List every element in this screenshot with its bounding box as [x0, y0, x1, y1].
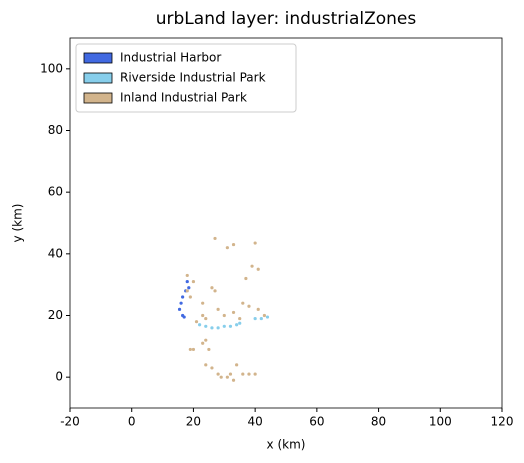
zone-point	[188, 295, 192, 299]
zone-point	[191, 347, 196, 352]
zone-point	[259, 316, 263, 321]
zone-point	[265, 315, 270, 319]
zone-point	[244, 276, 248, 281]
zone-point	[228, 324, 233, 328]
zone-point	[253, 372, 257, 376]
zone-point	[256, 267, 260, 271]
y-tick-label: 100	[40, 61, 63, 75]
zone-point	[187, 286, 191, 290]
x-tick-label: 0	[128, 415, 136, 429]
legend-swatch	[83, 72, 113, 84]
zone-point	[225, 246, 229, 250]
x-tick-label: 80	[371, 415, 386, 429]
zone-point	[219, 375, 223, 379]
chart-title: urbLand layer: industrialZones	[156, 9, 417, 29]
zone-point	[201, 313, 205, 318]
zone-point	[235, 363, 239, 367]
zone-point	[256, 307, 260, 311]
zone-point	[210, 286, 214, 290]
y-tick-label: 0	[55, 370, 63, 384]
zone-point	[179, 301, 183, 305]
zone-point	[207, 347, 211, 352]
zone-point	[241, 301, 245, 305]
zone-point	[185, 273, 189, 278]
zone-point	[241, 372, 245, 376]
zone-point	[204, 316, 208, 321]
legend-swatch	[83, 92, 113, 104]
x-tick-label: 40	[248, 415, 263, 429]
zone-point	[222, 324, 226, 328]
x-tick-label: 20	[186, 415, 201, 429]
zone-point	[253, 241, 257, 245]
zone-point	[201, 341, 205, 345]
zone-point	[238, 316, 242, 321]
zone-point	[177, 307, 182, 311]
zone-point	[231, 242, 236, 247]
y-tick-label: 80	[48, 123, 63, 137]
legend-swatch	[83, 52, 113, 64]
zone-point	[185, 279, 189, 284]
y-axis-label: y (km)	[11, 204, 25, 243]
zone-point	[188, 347, 192, 352]
zone-point	[194, 320, 199, 324]
zone-point	[182, 315, 186, 319]
zone-point	[201, 301, 205, 305]
legend-box	[75, 43, 297, 113]
y-tick-label: 20	[48, 308, 63, 322]
zone-point	[185, 289, 189, 293]
y-tick-label: 60	[48, 185, 63, 199]
zone-point	[191, 279, 196, 284]
x-axis-label: x (km)	[267, 438, 306, 452]
zone-point	[235, 323, 239, 327]
zone-point	[198, 323, 202, 327]
zone-point	[247, 372, 251, 376]
zone-point	[225, 375, 229, 379]
zone-point	[204, 338, 208, 342]
zone-point	[262, 313, 266, 318]
zone-point	[250, 264, 254, 268]
zone-point	[216, 307, 220, 311]
zone-point	[231, 310, 236, 315]
legend-label: Riverside Industrial Park	[120, 71, 266, 85]
zone-point	[247, 304, 251, 308]
plot-frame	[69, 37, 503, 409]
zone-point	[238, 321, 242, 325]
x-tick-label: -20	[60, 415, 80, 429]
legend-label: Industrial Harbor	[120, 51, 221, 65]
y-tick-label: 40	[48, 246, 63, 260]
zone-point	[210, 366, 214, 370]
zone-point	[204, 324, 208, 328]
zone-point	[210, 326, 214, 330]
x-tick-label: 120	[491, 415, 514, 429]
x-tick-label: 60	[309, 415, 324, 429]
zone-point	[253, 316, 257, 321]
zone-point	[228, 372, 233, 376]
zone-point	[213, 236, 217, 241]
zone-point	[222, 313, 226, 318]
zone-point	[231, 378, 236, 382]
zone-point	[204, 363, 208, 367]
x-tick-label: 100	[429, 415, 452, 429]
zone-point	[216, 326, 220, 330]
zone-point	[216, 372, 220, 376]
zone-point	[181, 295, 185, 299]
zone-point	[213, 289, 217, 293]
legend-label: Inland Industrial Park	[120, 91, 247, 105]
